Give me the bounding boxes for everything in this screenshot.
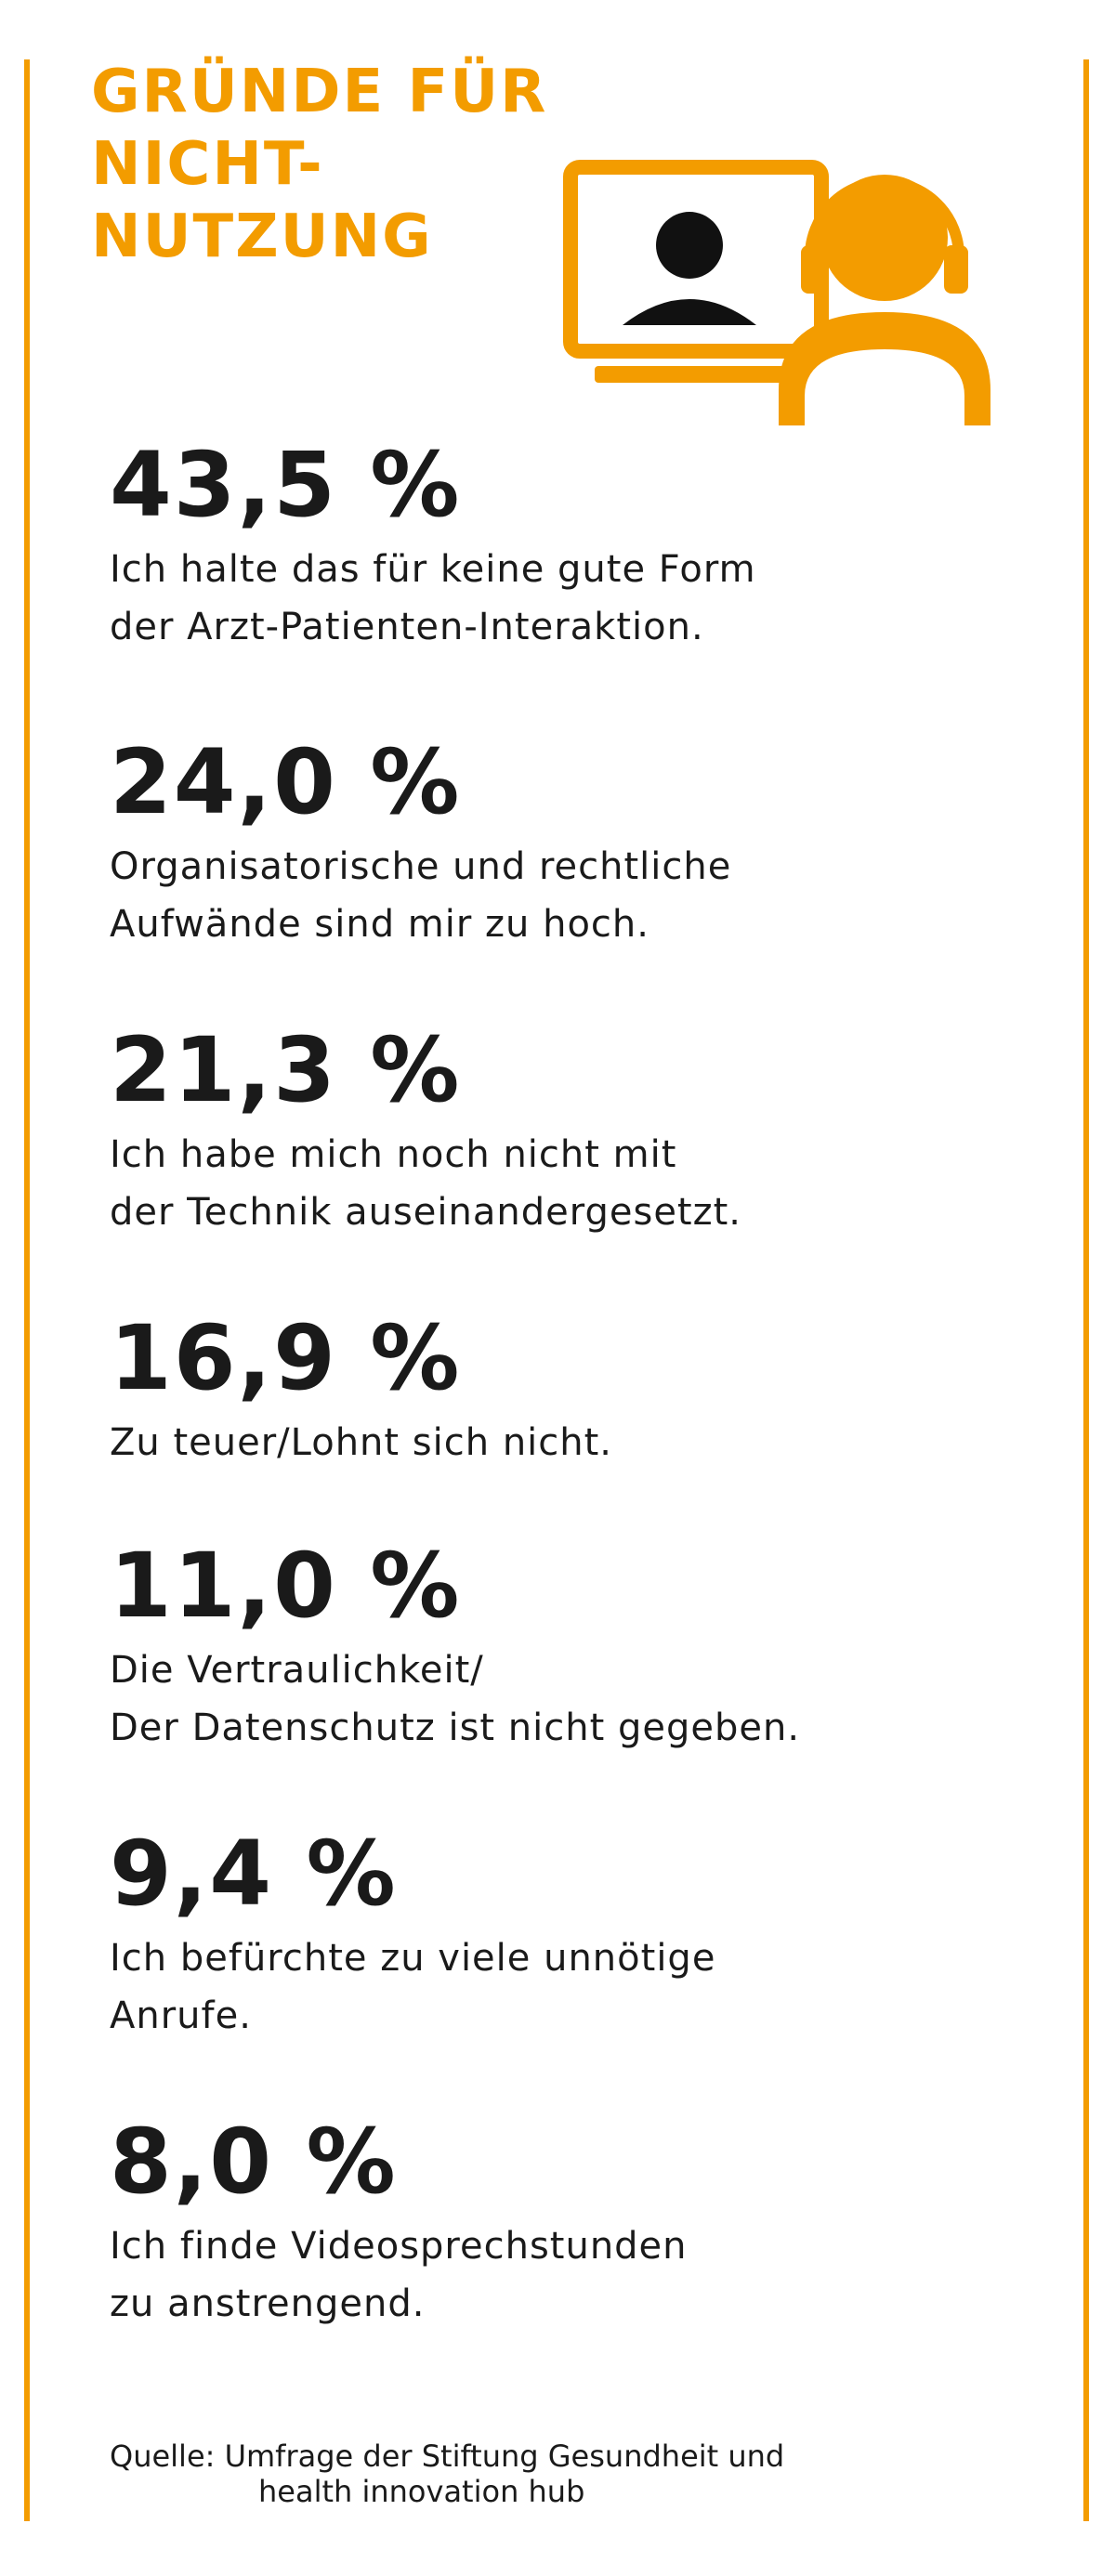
stat-description: Organisatorische und rechtliche Aufwände… — [110, 838, 1039, 953]
headset-right-ear — [944, 245, 968, 294]
stat-description-line: zu anstrengend. — [110, 2282, 426, 2325]
caller-body — [623, 299, 756, 325]
stat-description-line: Anrufe. — [110, 1994, 252, 2037]
stat-description-line: der Technik auseinandergesetzt. — [110, 1191, 742, 1234]
stat-row: 43,5 % Ich halte das für keine gute Form… — [110, 437, 1039, 656]
stat-row: 8,0 % Ich finde Videosprechstunden zu an… — [110, 2113, 1039, 2333]
source-line: Quelle: Umfrage der Stiftung Gesundheit … — [110, 2439, 785, 2474]
stat-description-line: Organisatorische und rechtliche — [110, 845, 732, 888]
stat-description-line: der Arzt-Patienten-Interaktion. — [110, 606, 704, 648]
title-line: GRÜNDE FÜR — [91, 58, 548, 126]
headset-left-ear — [801, 245, 825, 294]
source-note: Quelle: Umfrage der Stiftung Gesundheit … — [110, 2439, 1057, 2509]
stat-description-line: Ich befürchte zu viele unnötige — [110, 1937, 716, 1980]
stat-description: Ich befürchte zu viele unnötige Anrufe. — [110, 1929, 1039, 2045]
stat-value: 8,0 % — [110, 2110, 398, 2214]
agent-head — [821, 175, 948, 301]
stat-description-line: Zu teuer/Lohnt sich nicht. — [110, 1421, 613, 1464]
stat-description: Die Vertraulichkeit/ Der Datenschutz ist… — [110, 1641, 1039, 1757]
video-consultation-icon — [563, 160, 990, 425]
stat-row: 9,4 % Ich befürchte zu viele unnötige An… — [110, 1825, 1039, 2045]
stat-value: 21,3 % — [110, 1018, 462, 1122]
stat-description-line: Ich habe mich noch nicht mit — [110, 1133, 677, 1176]
stat-row: 16,9 % Zu teuer/Lohnt sich nicht. — [110, 1310, 1039, 1471]
title-line: NUTZUNG — [91, 203, 433, 271]
stat-value: 43,5 % — [110, 433, 462, 537]
stat-description: Ich habe mich noch nicht mit der Technik… — [110, 1126, 1039, 1241]
stat-value: 9,4 % — [110, 1822, 398, 1926]
stat-row: 21,3 % Ich habe mich noch nicht mit der … — [110, 1022, 1039, 1241]
agent-body — [779, 312, 990, 425]
stat-row: 24,0 % Organisatorische und rechtliche A… — [110, 734, 1039, 953]
title-line: NICHT- — [91, 130, 324, 199]
headset-band — [805, 177, 964, 257]
stat-description: Zu teuer/Lohnt sich nicht. — [110, 1414, 1039, 1471]
stat-description-line: Ich finde Videosprechstunden — [110, 2225, 688, 2268]
stat-row: 11,0 % Die Vertraulichkeit/ Der Datensch… — [110, 1537, 1039, 1757]
page-title: GRÜNDE FÜR NICHT- NUTZUNG — [91, 56, 686, 273]
stat-description: Ich finde Videosprechstunden zu anstreng… — [110, 2217, 1039, 2333]
stat-description-line: Der Datenschutz ist nicht gegeben. — [110, 1706, 801, 1749]
monitor-base — [595, 366, 805, 383]
stat-value: 11,0 % — [110, 1534, 462, 1638]
right-accent-rule — [1083, 59, 1089, 2521]
stat-description-line: Aufwände sind mir zu hoch. — [110, 903, 649, 946]
stat-value: 24,0 % — [110, 730, 462, 834]
stat-description-line: Die Vertraulichkeit/ — [110, 1649, 484, 1692]
caller-head — [656, 212, 723, 279]
stat-description: Ich halte das für keine gute Form der Ar… — [110, 541, 1039, 656]
left-accent-rule — [24, 59, 30, 2521]
stat-value: 16,9 % — [110, 1306, 462, 1410]
stat-description-line: Ich halte das für keine gute Form — [110, 548, 756, 591]
source-line: health innovation hub — [258, 2474, 585, 2509]
